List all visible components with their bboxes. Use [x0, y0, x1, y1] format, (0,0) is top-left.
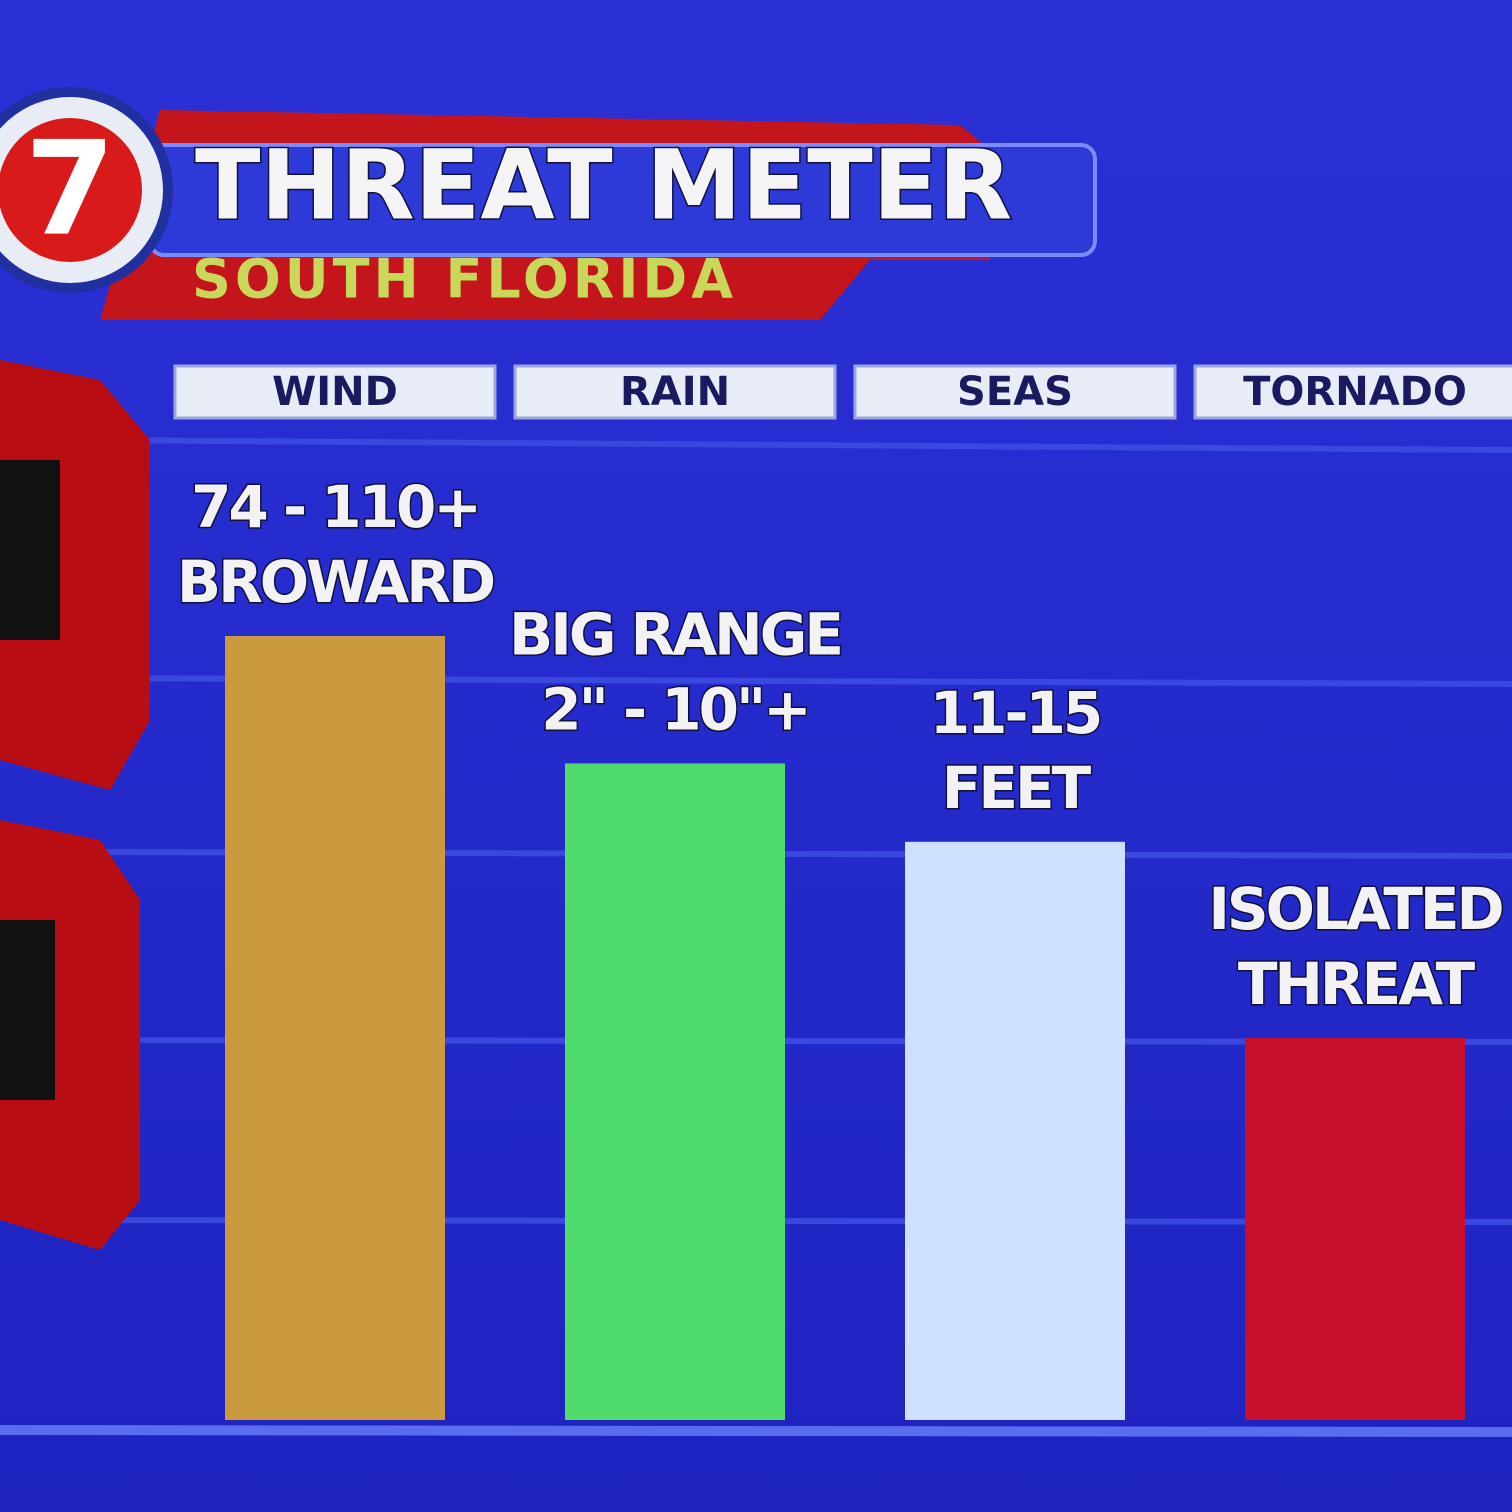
bar-annotation: THREAT [1238, 950, 1476, 1018]
category-label: TORNADO [1243, 369, 1467, 415]
bar-annotation: FEET [942, 754, 1092, 822]
title-banner: 7 THREAT METER SOUTH FLORIDA [0, 87, 1097, 320]
category-box [513, 364, 837, 420]
chart-subtitle: SOUTH FLORIDA [192, 248, 737, 311]
bar [905, 841, 1125, 1420]
category-box [853, 364, 1177, 420]
bar [565, 763, 785, 1420]
chart-title: THREAT METER [195, 129, 1012, 241]
bar-annotation: 74 - 110+ [191, 473, 479, 541]
category-label: SEAS [957, 369, 1073, 415]
bar-annotation: BIG RANGE [509, 601, 841, 669]
bar-annotation: ISOLATED [1208, 875, 1502, 943]
bar-annotation: BROWARD [177, 548, 494, 616]
bar [225, 636, 445, 1420]
bar [1245, 1037, 1465, 1420]
bar-annotation: 2" - 10"+ [541, 676, 809, 744]
category-box [1193, 364, 1512, 420]
bar-annotation: 11-15 [930, 679, 1101, 747]
category-label: WIND [272, 369, 398, 415]
logo: 7 [25, 113, 115, 265]
category-box [173, 364, 497, 420]
side-decoration [0, 360, 150, 1250]
category-label: RAIN [620, 369, 730, 415]
